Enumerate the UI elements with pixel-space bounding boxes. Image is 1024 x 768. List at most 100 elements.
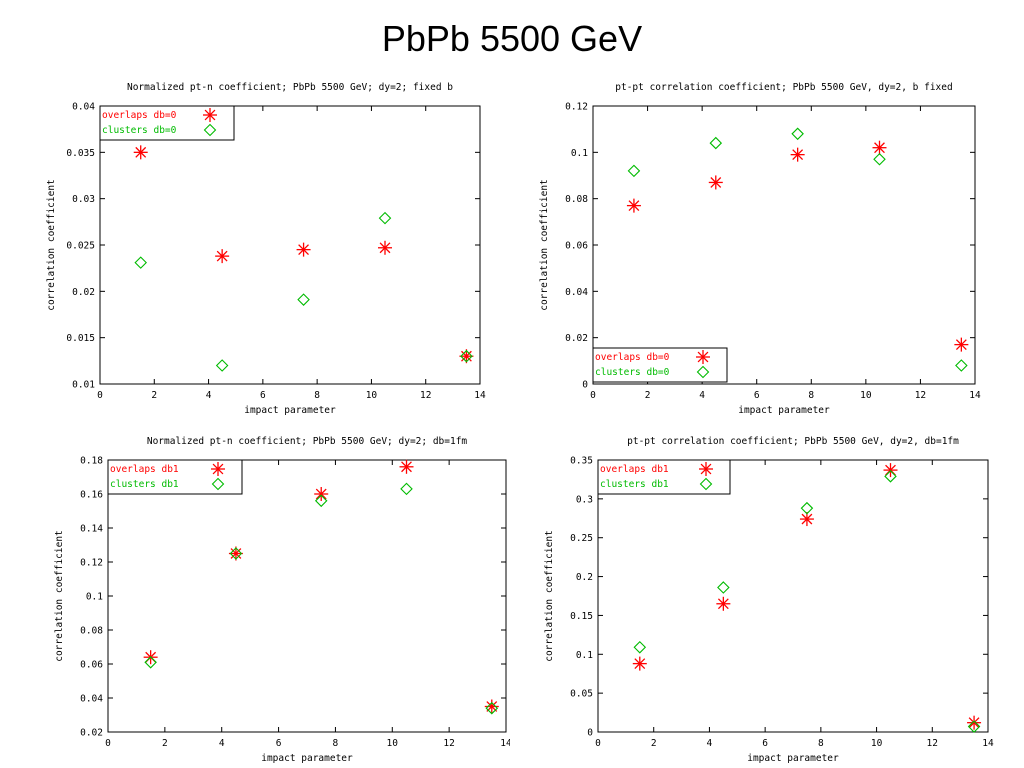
data-point-diamond <box>709 136 723 150</box>
data-point-star <box>228 546 243 561</box>
data-point-star <box>954 337 969 352</box>
y-axis-label: correlation coefficient <box>539 179 550 311</box>
x-tick-label: 2 <box>645 390 651 401</box>
x-tick-label: 14 <box>982 738 994 749</box>
data-point-diamond <box>627 164 641 178</box>
chart-title: pt-pt correlation coefficient; PbPb 5500… <box>627 436 959 447</box>
data-point-star <box>378 240 392 255</box>
chart-svg: Normalized pt-n coefficient; PbPb 5500 G… <box>54 436 510 764</box>
legend-label: clusters db=0 <box>102 125 177 136</box>
x-tick-label: 4 <box>219 738 225 749</box>
data-point-diamond <box>378 211 392 225</box>
data-point-star <box>459 349 474 364</box>
x-tick-label: 0 <box>97 390 103 401</box>
series-diamond <box>144 482 499 715</box>
x-tick-label: 4 <box>707 738 713 749</box>
x-tick-label: 14 <box>500 738 510 749</box>
y-tick-label: 0.12 <box>80 558 103 569</box>
legend-star-icon <box>203 108 217 122</box>
data-point-diamond <box>215 359 229 372</box>
plot-frame <box>99 105 481 385</box>
data-point-diamond <box>873 153 886 166</box>
y-axis-label: correlation coefficient <box>544 530 555 662</box>
chart-title: pt-pt correlation coefficient; PbPb 5500… <box>615 82 952 93</box>
x-tick-label: 8 <box>333 738 339 749</box>
plot-frame <box>597 459 989 733</box>
y-tick-label: 0.035 <box>66 148 95 159</box>
x-tick-label: 0 <box>590 390 596 401</box>
plot-frame <box>107 459 507 733</box>
y-tick-label: 0.04 <box>80 694 103 705</box>
y-tick-label: 0.04 <box>72 102 95 113</box>
plot-frame <box>592 105 976 385</box>
x-tick-label: 6 <box>754 390 760 401</box>
data-point-diamond <box>485 701 499 715</box>
legend-label: clusters db=0 <box>595 367 670 378</box>
y-tick-label: 0.35 <box>570 456 593 467</box>
chart-pt-pt-b-fixed: pt-pt correlation coefficient; PbPb 5500… <box>528 78 998 416</box>
slide-title: PbPb 5500 GeV <box>381 18 643 59</box>
y-tick-label: 0 <box>582 380 588 391</box>
y-axis-label: correlation coefficient <box>54 530 65 662</box>
chart-pt-pt-db1fm: pt-pt correlation coefficient; PbPb 5500… <box>528 432 998 768</box>
data-point-star <box>484 699 499 714</box>
data-point-diamond <box>297 293 310 306</box>
y-tick-label: 0.14 <box>80 524 103 535</box>
y-tick-label: 0.16 <box>80 490 103 501</box>
data-point-diamond <box>229 547 243 560</box>
series-diamond <box>134 211 473 372</box>
x-tick-label: 14 <box>969 390 981 401</box>
legend-star-icon <box>211 462 225 476</box>
data-point-star <box>296 242 311 257</box>
data-point-diamond <box>633 641 647 654</box>
chart-svg: pt-pt correlation coefficient; PbPb 5500… <box>544 436 994 764</box>
y-tick-label: 0.05 <box>570 689 593 700</box>
chart-title: Normalized pt-n coefficient; PbPb 5500 G… <box>147 436 468 447</box>
x-tick-label: 0 <box>595 738 601 749</box>
legend-label: overlaps db=0 <box>595 352 670 363</box>
data-point-diamond <box>400 482 413 496</box>
data-point-star <box>399 459 414 474</box>
y-tick-label: 0.025 <box>66 241 95 252</box>
data-point-star <box>716 596 731 611</box>
legend-star-icon <box>699 462 713 476</box>
legend-box <box>597 459 731 495</box>
data-point-star <box>872 140 887 155</box>
y-tick-label: 0.18 <box>80 456 103 467</box>
legend-label: overlaps db1 <box>110 464 179 475</box>
x-tick-label: 10 <box>860 390 872 401</box>
x-axis-label: impact parameter <box>738 405 830 416</box>
x-tick-label: 6 <box>260 390 266 401</box>
data-point-star <box>790 147 805 162</box>
y-axis-label: correlation coefficient <box>46 179 57 311</box>
y-tick-label: 0.02 <box>565 333 588 344</box>
x-tick-label: 14 <box>474 390 486 401</box>
legend-diamond-icon <box>696 365 710 379</box>
series-star <box>143 459 499 714</box>
data-point-star <box>967 715 982 730</box>
legend: overlaps db=0 clusters db=0 <box>99 105 235 141</box>
legend-label: clusters db1 <box>110 479 179 490</box>
data-point-diamond <box>800 501 814 515</box>
legend-diamond-icon <box>699 477 713 491</box>
series-star <box>626 140 969 352</box>
x-tick-label: 8 <box>314 390 320 401</box>
x-tick-label: 12 <box>915 390 926 401</box>
legend: overlaps db1 clusters db1 <box>597 459 731 495</box>
chart-normalized-pt-n-fixed-b: Normalized pt-n coefficient; PbPb 5500 G… <box>30 78 500 416</box>
y-tick-label: 0.06 <box>80 660 103 671</box>
y-tick-label: 0.15 <box>570 611 593 622</box>
legend: overlaps db=0 clusters db=0 <box>592 347 728 383</box>
x-tick-label: 12 <box>420 390 431 401</box>
chart-svg: Normalized pt-n coefficient; PbPb 5500 G… <box>46 82 486 416</box>
data-point-star <box>626 198 641 213</box>
data-point-diamond <box>144 656 157 669</box>
x-tick-label: 12 <box>927 738 938 749</box>
y-tick-label: 0.08 <box>565 194 588 205</box>
x-tick-label: 12 <box>443 738 454 749</box>
legend-label: clusters db1 <box>600 479 669 490</box>
chart-normalized-pt-n-db1fm: Normalized pt-n coefficient; PbPb 5500 G… <box>40 432 510 768</box>
y-tick-label: 0.01 <box>72 380 95 391</box>
x-tick-label: 2 <box>162 738 168 749</box>
y-tick-label: 0.04 <box>565 287 588 298</box>
